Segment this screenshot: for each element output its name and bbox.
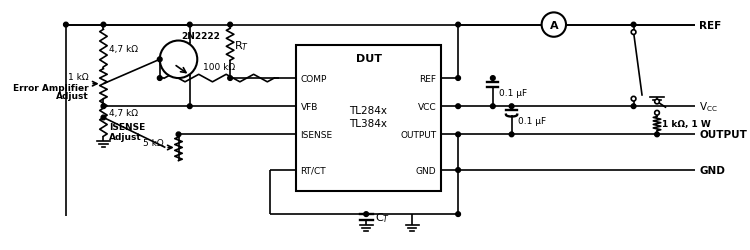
Circle shape xyxy=(228,76,232,81)
Circle shape xyxy=(176,132,181,137)
Text: GND: GND xyxy=(416,166,436,175)
Text: R$_T$: R$_T$ xyxy=(234,39,249,53)
Circle shape xyxy=(101,104,106,109)
Text: DUT: DUT xyxy=(356,54,382,64)
Circle shape xyxy=(456,132,460,137)
Text: VCC: VCC xyxy=(418,102,436,111)
Text: 1 kΩ: 1 kΩ xyxy=(68,72,88,81)
Text: ISENSE: ISENSE xyxy=(109,123,146,132)
Circle shape xyxy=(456,23,460,28)
Circle shape xyxy=(158,76,162,81)
Text: 4,7 kΩ: 4,7 kΩ xyxy=(109,44,138,53)
Circle shape xyxy=(632,97,636,102)
Text: ISENSE: ISENSE xyxy=(301,130,332,139)
Text: COMP: COMP xyxy=(301,74,327,83)
Circle shape xyxy=(542,13,566,38)
Circle shape xyxy=(456,212,460,216)
Circle shape xyxy=(509,104,514,109)
Circle shape xyxy=(632,23,636,28)
Circle shape xyxy=(655,100,659,104)
Text: C$_T$: C$_T$ xyxy=(374,210,390,224)
Circle shape xyxy=(158,58,162,62)
Bar xyxy=(296,46,441,191)
Text: REF: REF xyxy=(419,74,436,83)
Circle shape xyxy=(655,111,659,116)
Text: RT/CT: RT/CT xyxy=(301,166,326,175)
Circle shape xyxy=(490,104,495,109)
Text: TL284x: TL284x xyxy=(350,106,388,116)
Circle shape xyxy=(228,23,232,28)
Circle shape xyxy=(456,168,460,173)
Circle shape xyxy=(632,30,636,35)
Text: OUTPUT: OUTPUT xyxy=(400,130,436,139)
Circle shape xyxy=(364,212,368,216)
Text: 0.1 µF: 0.1 µF xyxy=(500,88,527,97)
Circle shape xyxy=(160,41,197,79)
Text: 100 kΩ: 100 kΩ xyxy=(203,62,236,71)
Circle shape xyxy=(188,23,192,28)
Text: Adjust: Adjust xyxy=(109,132,142,141)
Text: $\mathsf{V_{CC}}$: $\mathsf{V_{CC}}$ xyxy=(699,100,718,114)
Text: TL384x: TL384x xyxy=(350,118,388,128)
Text: GND: GND xyxy=(699,165,725,175)
Circle shape xyxy=(490,76,495,81)
Circle shape xyxy=(632,104,636,109)
Text: 0.1 µF: 0.1 µF xyxy=(518,116,546,125)
Text: Error Amplifier: Error Amplifier xyxy=(13,84,88,92)
Text: 2N2222: 2N2222 xyxy=(182,32,220,41)
Text: REF: REF xyxy=(699,20,721,30)
Circle shape xyxy=(509,132,514,137)
Text: VFB: VFB xyxy=(301,102,318,111)
Text: 1 kΩ, 1 W: 1 kΩ, 1 W xyxy=(662,120,710,128)
Text: A: A xyxy=(550,20,558,30)
Circle shape xyxy=(655,132,659,137)
Text: Adjust: Adjust xyxy=(56,92,88,101)
Text: 4,7 kΩ: 4,7 kΩ xyxy=(109,109,138,118)
Circle shape xyxy=(456,104,460,109)
Text: 5 kΩ: 5 kΩ xyxy=(142,139,164,148)
Circle shape xyxy=(101,23,106,28)
Circle shape xyxy=(64,23,68,28)
Circle shape xyxy=(456,76,460,81)
Text: OUTPUT: OUTPUT xyxy=(699,130,747,140)
Circle shape xyxy=(101,116,106,120)
Circle shape xyxy=(188,104,192,109)
